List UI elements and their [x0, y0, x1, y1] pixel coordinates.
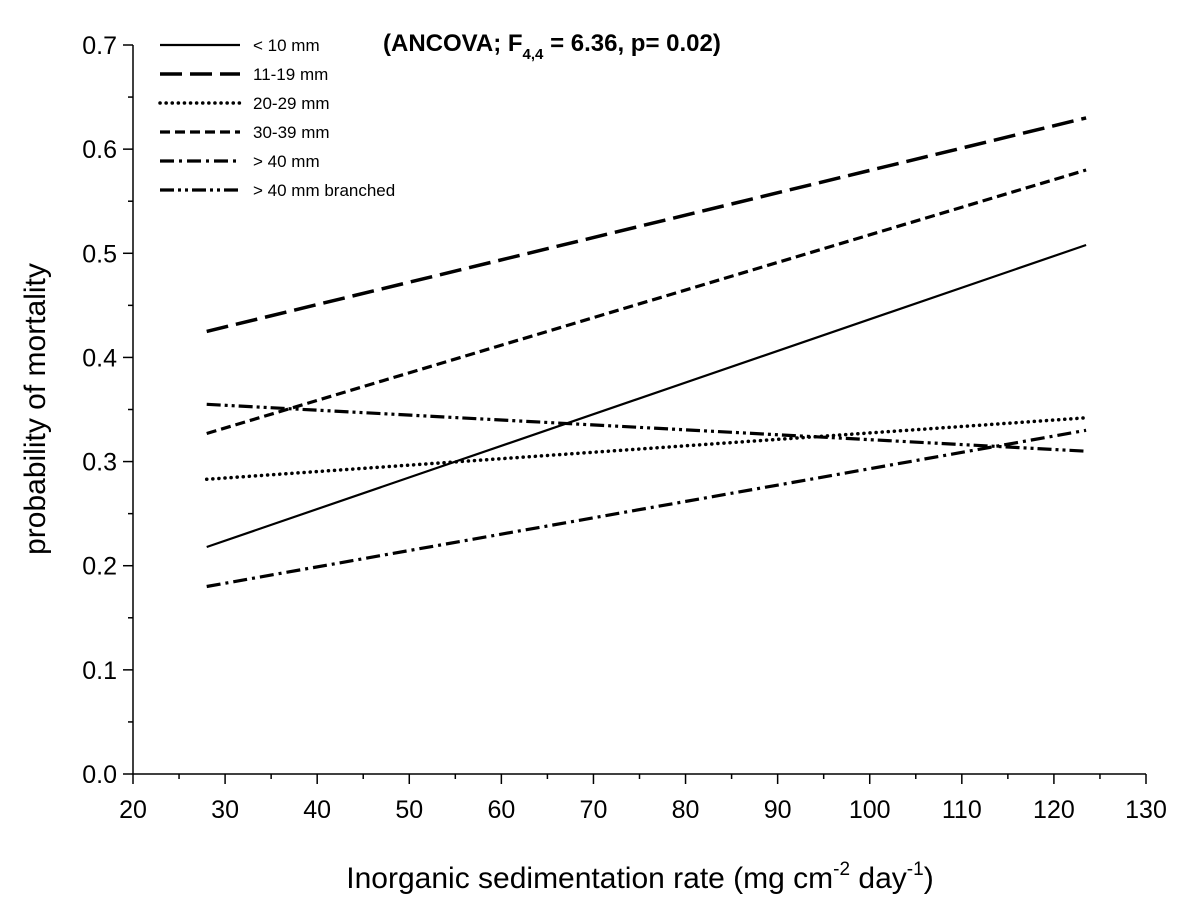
series-line — [204, 416, 1088, 482]
x-axis-title-sup1: -2 — [833, 859, 850, 880]
x-tick-label: 110 — [942, 796, 982, 824]
legend-label: 30-39 mm — [253, 123, 330, 142]
y-tick-label: 0.0 — [82, 761, 117, 789]
annotation-subscript: 4,4 — [523, 46, 545, 63]
annotation-suffix: = 6.36, p= 0.02) — [543, 30, 720, 57]
y-tick-label: 0.4 — [82, 344, 117, 372]
plot-axes: 0.0 0.1 0.2 0.3 0.4 0.5 0.6 0.7 20 30 40 50 60 70 80 90… — [82, 32, 1167, 824]
x-tick-label: 60 — [487, 796, 515, 824]
x-tick-label: 130 — [1125, 796, 1167, 824]
legend-label: 20-29 mm — [253, 94, 330, 113]
legend-label: > 40 mm branched — [253, 181, 395, 200]
series-line — [206, 428, 1087, 589]
x-axis-title-mid: day — [850, 862, 907, 895]
y-tick-label: 0.5 — [82, 240, 117, 268]
x-axis-title: Inorganic sedimentation rate (mg cm-2 da… — [346, 859, 933, 895]
y-tick-label: 0.1 — [82, 657, 117, 685]
legend: < 10 mm 11-19 mm 20-29 mm 30-39 mm > 40 mm > … — [158, 36, 395, 200]
legend-label: < 10 mm — [253, 36, 320, 55]
series-line — [206, 168, 1087, 436]
y-tick-label: 0.6 — [82, 136, 117, 164]
series-line — [206, 243, 1087, 549]
x-tick-label: 70 — [580, 796, 608, 824]
x-tick-label: 90 — [764, 796, 792, 824]
series-line — [206, 116, 1087, 334]
y-tick-label: 0.7 — [82, 32, 117, 60]
y-axis-title: probability of mortality — [19, 263, 52, 555]
x-tick-label: 20 — [119, 796, 147, 824]
series-lines — [204, 116, 1088, 589]
legend-label: 11-19 mm — [253, 65, 328, 84]
y-tick-label: 0.3 — [82, 449, 117, 477]
x-tick-label: 30 — [211, 796, 239, 824]
legend-label: > 40 mm — [253, 152, 320, 171]
x-tick-label: 50 — [395, 796, 423, 824]
x-axis-title-sup2: -1 — [907, 859, 924, 880]
x-axis-title-main: Inorganic sedimentation rate (mg cm — [346, 862, 833, 895]
x-tick-label: 40 — [303, 796, 331, 824]
x-tick-label: 80 — [672, 796, 700, 824]
y-tick-label: 0.2 — [82, 553, 117, 581]
annotation-prefix: (ANCOVA; F — [383, 30, 523, 57]
series-line — [206, 402, 1087, 453]
annotation-ancova: (ANCOVA; F4,4 = 6.36, p= 0.02) — [383, 30, 721, 63]
x-axis-title-end: ) — [924, 862, 934, 895]
x-tick-label: 120 — [1033, 796, 1075, 824]
x-tick-label: 100 — [849, 796, 891, 824]
